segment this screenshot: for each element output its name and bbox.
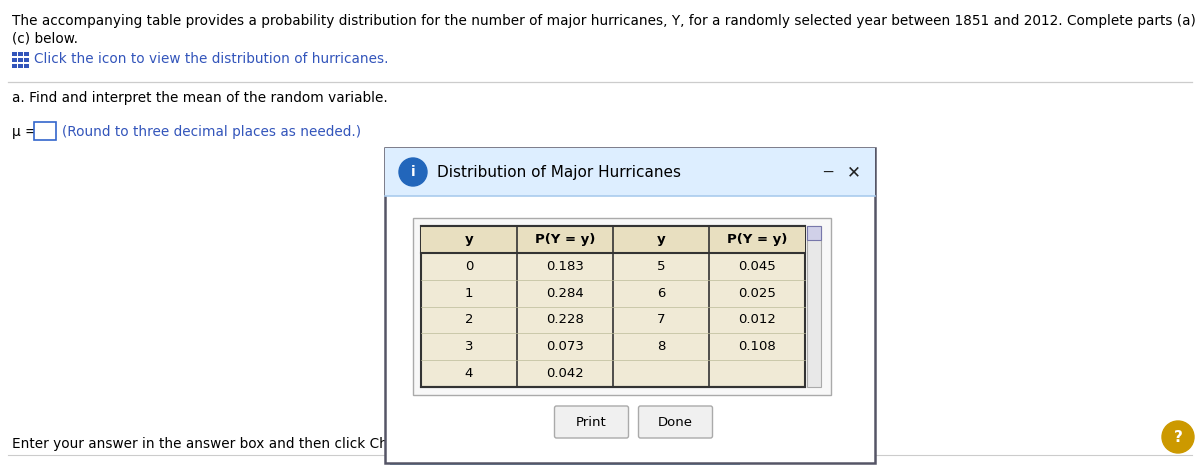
Text: (Round to three decimal places as needed.): (Round to three decimal places as needed…	[62, 125, 361, 139]
FancyBboxPatch shape	[413, 218, 830, 395]
Text: y: y	[464, 233, 473, 246]
Text: Done: Done	[658, 416, 694, 429]
Bar	[808, 226, 821, 240]
Bar	[808, 226, 821, 387]
FancyBboxPatch shape	[554, 406, 629, 438]
Text: 8: 8	[656, 340, 665, 353]
Text: (c) below.: (c) below.	[12, 32, 78, 46]
Text: y: y	[656, 233, 665, 246]
Bar	[24, 58, 29, 62]
Text: i: i	[410, 165, 415, 179]
Bar	[24, 64, 29, 68]
Text: 0.045: 0.045	[738, 260, 776, 273]
Text: 5: 5	[656, 260, 665, 273]
Text: 0.025: 0.025	[738, 286, 776, 299]
Text: 3: 3	[464, 340, 473, 353]
Bar	[385, 148, 875, 196]
Text: 1: 1	[464, 286, 473, 299]
Text: 7: 7	[656, 313, 665, 326]
Text: Print: Print	[576, 416, 607, 429]
Text: Enter your answer in the answer box and then click Che: Enter your answer in the answer box and …	[12, 437, 396, 451]
Text: 2: 2	[464, 313, 473, 326]
Text: The accompanying table provides a probability distribution for the number of maj: The accompanying table provides a probab…	[12, 14, 1200, 28]
Bar	[18, 52, 23, 57]
Text: P(Y = y): P(Y = y)	[727, 233, 787, 246]
Bar	[24, 52, 29, 57]
Text: ✕: ✕	[847, 163, 860, 181]
Text: μ =: μ =	[12, 125, 41, 139]
Bar	[12, 52, 17, 57]
Text: Click the icon to view the distribution of hurricanes.: Click the icon to view the distribution …	[34, 52, 389, 66]
Bar	[18, 64, 23, 68]
FancyBboxPatch shape	[385, 148, 875, 463]
Bar	[421, 226, 805, 387]
Text: 0.073: 0.073	[546, 340, 584, 353]
Bar	[390, 458, 740, 465]
Text: 0.012: 0.012	[738, 313, 776, 326]
Text: 0.042: 0.042	[546, 367, 584, 380]
Text: ?: ?	[1174, 430, 1182, 445]
Text: ─: ─	[823, 165, 832, 179]
Bar	[12, 64, 17, 68]
Text: 0.228: 0.228	[546, 313, 584, 326]
Circle shape	[1162, 421, 1194, 453]
Text: 0.108: 0.108	[738, 340, 776, 353]
Text: 0.284: 0.284	[546, 286, 584, 299]
Text: P(Y = y): P(Y = y)	[535, 233, 595, 246]
Text: 0: 0	[464, 260, 473, 273]
FancyBboxPatch shape	[638, 406, 713, 438]
Bar	[12, 58, 17, 62]
Bar	[18, 58, 23, 62]
Text: 4: 4	[464, 367, 473, 380]
Text: a. Find and interpret the mean of the random variable.: a. Find and interpret the mean of the ra…	[12, 91, 388, 105]
Circle shape	[398, 158, 427, 186]
Text: 6: 6	[656, 286, 665, 299]
FancyBboxPatch shape	[34, 122, 56, 140]
Text: Distribution of Major Hurricanes: Distribution of Major Hurricanes	[437, 165, 682, 179]
Bar	[421, 226, 805, 253]
Text: 0.183: 0.183	[546, 260, 584, 273]
